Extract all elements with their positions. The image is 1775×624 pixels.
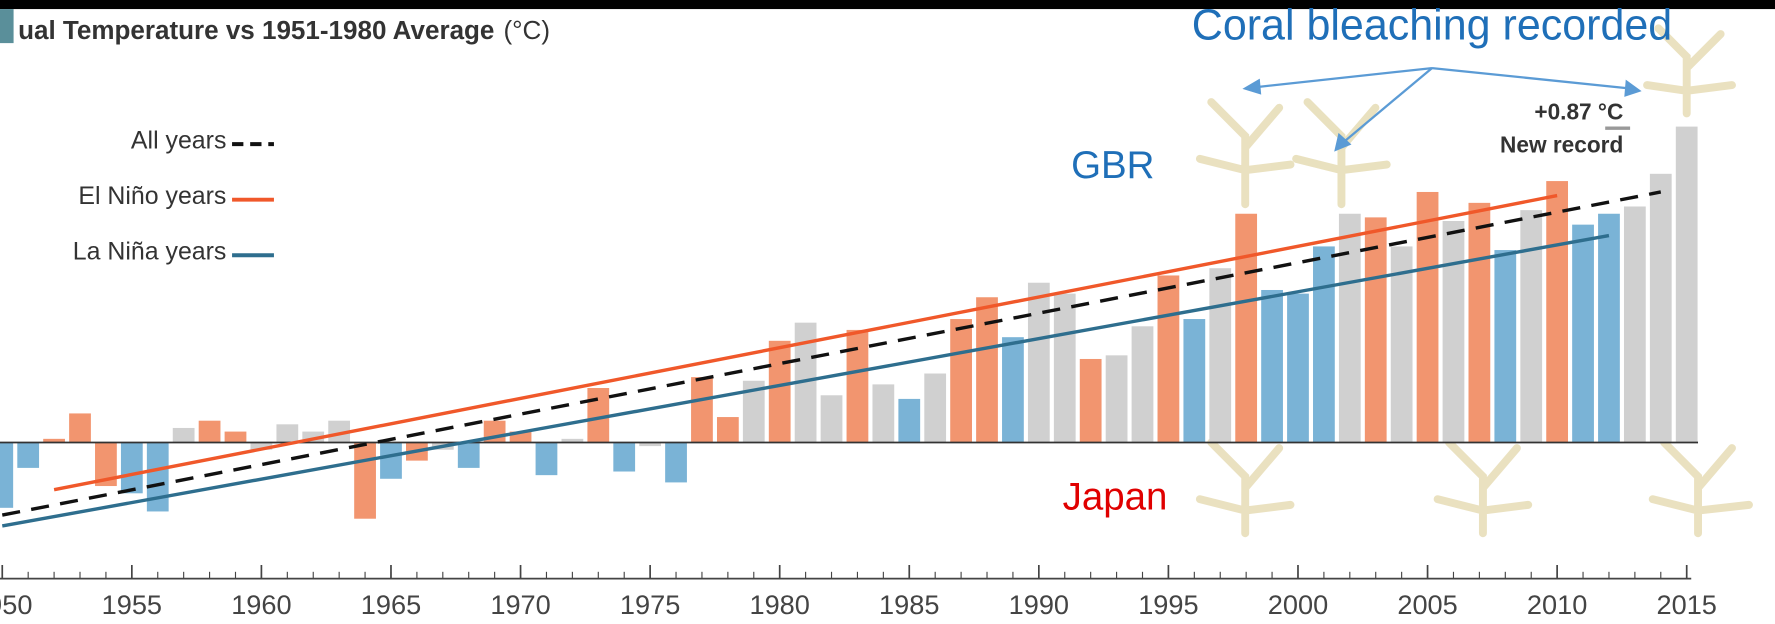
legend-label: La Niña years <box>73 238 227 266</box>
bar <box>1105 355 1128 443</box>
x-tick-label: 1980 <box>749 589 809 620</box>
x-tick-label: 2010 <box>1527 589 1587 620</box>
x-tick-label: 1950 <box>0 589 32 620</box>
bar <box>69 413 91 443</box>
bar <box>872 384 895 443</box>
bar <box>794 322 817 443</box>
bar <box>1598 213 1620 443</box>
bar <box>1183 319 1206 443</box>
bar <box>561 438 584 443</box>
x-tick-label: 1970 <box>490 589 550 620</box>
bar <box>0 442 14 508</box>
record-value: +0.87 °C <box>1534 98 1623 124</box>
bar <box>976 297 998 443</box>
bar <box>1235 213 1258 443</box>
bar <box>535 442 558 476</box>
bar <box>1157 275 1180 443</box>
bar <box>1468 202 1491 443</box>
bar <box>924 373 947 443</box>
legend-label: El Niño years <box>78 182 226 210</box>
bar <box>1649 173 1672 443</box>
bar <box>457 442 480 468</box>
bar <box>1079 358 1102 443</box>
bar <box>716 417 739 443</box>
bar <box>302 431 325 443</box>
bar <box>820 395 843 443</box>
bar <box>1131 326 1154 443</box>
bar <box>950 319 972 443</box>
x-tick-label: 1975 <box>620 589 680 620</box>
bar <box>1416 191 1439 443</box>
bar <box>691 377 713 443</box>
trend-line <box>53 193 1558 492</box>
bar <box>250 442 273 450</box>
bar <box>1520 210 1543 443</box>
x-tick-label: 1965 <box>361 589 421 620</box>
bar <box>509 431 532 443</box>
record-label: New record <box>1500 131 1623 157</box>
bar <box>1287 293 1309 443</box>
x-tick-label: 1990 <box>1009 589 1069 620</box>
bar <box>1546 181 1569 443</box>
trend-line <box>1 233 1610 528</box>
bar <box>120 442 143 494</box>
bar <box>1364 217 1387 443</box>
x-tick-label: 2015 <box>1656 589 1716 620</box>
bar <box>846 329 869 443</box>
annotation-arrows <box>1242 66 1642 152</box>
coral-annotation: Coral bleaching recorded <box>1192 2 1672 50</box>
cropped-image <box>0 9 14 44</box>
bar <box>328 420 351 443</box>
bar <box>1053 293 1076 443</box>
trend-line <box>1 190 1662 517</box>
bar <box>43 438 65 443</box>
bar <box>276 424 299 443</box>
x-tick-label: 1995 <box>1138 589 1198 620</box>
bar <box>613 442 636 472</box>
legend-label: All years <box>131 126 226 154</box>
bar <box>1313 246 1335 443</box>
bar <box>639 442 662 447</box>
bar <box>1572 224 1594 443</box>
bar <box>1209 268 1232 443</box>
bar <box>1027 282 1050 443</box>
bar <box>17 442 40 468</box>
bar <box>1338 213 1361 443</box>
x-tick-label: 1960 <box>231 589 291 620</box>
gbr-annotation: GBR <box>1071 144 1154 187</box>
bar <box>1494 250 1517 443</box>
x-tick-label: 2000 <box>1268 589 1328 620</box>
title-unit: (°C) <box>503 15 550 45</box>
bar <box>1390 246 1413 443</box>
bar <box>665 442 687 483</box>
bar <box>172 427 195 443</box>
bar <box>224 431 247 443</box>
x-tick-label: 2005 <box>1397 589 1457 620</box>
bar <box>742 380 765 443</box>
title-main: ual Temperature vs 1951-1980 Average <box>18 15 494 45</box>
x-tick-label: 1955 <box>102 589 162 620</box>
japan-annotation: Japan <box>1063 475 1168 518</box>
bar <box>354 442 376 519</box>
bar <box>898 398 921 443</box>
bar <box>768 340 791 443</box>
bar <box>1675 126 1698 443</box>
bar <box>380 442 402 479</box>
x-tick-label: 1985 <box>879 589 939 620</box>
chart-title: ual Temperature vs 1951-1980 Average (°C) <box>18 15 550 45</box>
frame-top <box>0 0 1775 10</box>
bar <box>1442 221 1465 443</box>
bar <box>1261 289 1283 443</box>
bar <box>146 442 169 512</box>
bar <box>198 420 221 443</box>
bar <box>1623 206 1646 443</box>
bar <box>1002 337 1024 443</box>
bar <box>95 442 117 487</box>
